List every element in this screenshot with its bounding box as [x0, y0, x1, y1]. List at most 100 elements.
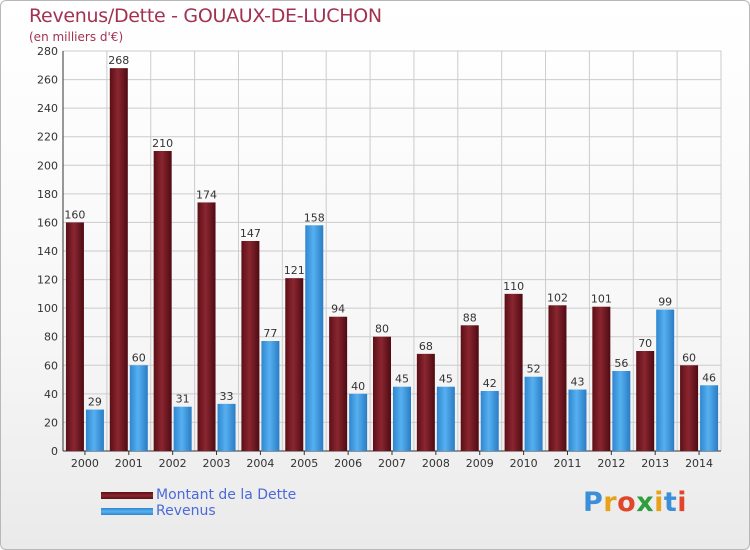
grid-lines — [62, 50, 722, 452]
x-tick-label: 2009 — [466, 457, 494, 470]
data-label: 80 — [375, 323, 389, 336]
axes: 0 20 40 60 80 100 120 140 160 180 200 220 240 260 280 2… — [37, 45, 721, 470]
bar-dette — [548, 305, 567, 451]
chart-title: Revenus/Dette - GOUAUX-DE-LUCHON — [29, 5, 382, 27]
data-label: 31 — [176, 393, 190, 406]
bar-revenus — [612, 371, 631, 451]
bar-dette — [285, 278, 304, 451]
data-label: 46 — [702, 371, 716, 384]
logo-letter: i — [677, 487, 688, 518]
bar-dette — [153, 151, 172, 451]
legend-item-revenus: Revenus — [101, 503, 296, 519]
data-label: 43 — [570, 376, 584, 389]
y-tick-label: 160 — [37, 216, 58, 229]
legend: Montant de la Dette Revenus — [101, 487, 296, 519]
data-label: 102 — [547, 291, 568, 304]
y-tick-label: 260 — [37, 74, 58, 87]
proxiti-logo: Proxiti — [583, 487, 687, 518]
data-label: 268 — [108, 54, 129, 67]
data-label: 94 — [331, 303, 345, 316]
data-label: 70 — [638, 337, 652, 350]
bar-revenus — [393, 386, 411, 451]
data-label: 68 — [419, 340, 433, 353]
bar-revenus — [261, 341, 280, 451]
data-label: 29 — [88, 396, 102, 409]
data-label: 56 — [614, 357, 628, 370]
data-label: 88 — [463, 311, 477, 324]
bar-dette — [592, 306, 611, 451]
data-label: 160 — [64, 208, 85, 221]
logo-letter: o — [617, 487, 637, 518]
y-tick-label: 200 — [37, 159, 58, 172]
data-label: 33 — [220, 390, 234, 403]
data-label: 60 — [132, 351, 146, 364]
y-tick-label: 180 — [37, 188, 58, 201]
y-tick-label: 0 — [51, 445, 58, 458]
y-tick-label: 120 — [37, 274, 58, 287]
data-label: 147 — [240, 227, 261, 240]
y-tick-label: 20 — [44, 416, 58, 429]
bar-revenus — [656, 309, 675, 451]
x-tick-label: 2004 — [246, 457, 274, 470]
x-tick-label: 2010 — [510, 457, 538, 470]
bar-dette — [241, 241, 260, 451]
y-tick-label: 280 — [37, 45, 58, 58]
legend-item-dette: Montant de la Dette — [101, 487, 296, 503]
data-label: 174 — [196, 188, 217, 201]
data-labels: 160 29 268 60 210 31 174 33 147 77 121 158 94 40 80 45 6… — [64, 54, 716, 408]
bar-dette — [416, 353, 435, 451]
bar-dette — [197, 202, 216, 451]
bar-dette — [109, 68, 128, 452]
bar-revenus — [436, 386, 455, 451]
legend-swatch-revenus — [101, 507, 153, 515]
x-tick-label: 2011 — [553, 457, 581, 470]
y-tick-label: 80 — [44, 331, 58, 344]
bar-revenus — [480, 391, 499, 451]
data-label: 158 — [304, 211, 325, 224]
bar-dette — [65, 222, 84, 451]
bar-revenus — [349, 393, 368, 451]
bars — [65, 68, 719, 452]
y-tick-label: 60 — [44, 359, 58, 372]
data-label: 60 — [682, 351, 696, 364]
bar-dette — [373, 336, 391, 451]
data-label: 45 — [395, 373, 409, 386]
legend-label-revenus: Revenus — [156, 503, 216, 519]
bar-revenus — [85, 409, 104, 451]
x-tick-label: 2008 — [422, 457, 450, 470]
data-label: 77 — [263, 327, 277, 340]
data-label: 42 — [483, 377, 497, 390]
data-label: 101 — [591, 293, 612, 306]
bar-revenus — [700, 385, 719, 451]
x-tick-label: 2005 — [290, 457, 318, 470]
logo-letter: P — [583, 487, 604, 518]
data-label: 40 — [351, 380, 365, 393]
y-tick-label: 40 — [44, 388, 58, 401]
x-tick-label: 2003 — [203, 457, 231, 470]
x-tick-label: 2002 — [159, 457, 187, 470]
y-tick-label: 240 — [37, 102, 58, 115]
data-label: 99 — [658, 296, 672, 309]
data-label: 121 — [284, 264, 305, 277]
y-tick-label: 140 — [37, 245, 58, 258]
bar-dette — [636, 351, 655, 451]
x-tick-label: 2013 — [641, 457, 669, 470]
y-tick-label: 220 — [37, 131, 58, 144]
x-tick-label: 2000 — [71, 457, 99, 470]
x-tick-label: 2001 — [115, 457, 143, 470]
data-label: 45 — [439, 373, 453, 386]
bar-revenus — [217, 403, 236, 451]
bar-dette — [680, 365, 699, 451]
logo-letter: r — [603, 487, 618, 518]
bar-dette — [460, 325, 479, 451]
logo-letter: t — [663, 487, 678, 518]
bar-revenus — [173, 406, 192, 451]
bar-dette — [504, 293, 523, 451]
data-label: 210 — [152, 137, 173, 150]
x-tick-label: 2007 — [378, 457, 406, 470]
x-tick-label: 2012 — [597, 457, 625, 470]
data-label: 52 — [527, 363, 541, 376]
bar-revenus — [129, 365, 148, 451]
bar-revenus — [568, 389, 587, 451]
